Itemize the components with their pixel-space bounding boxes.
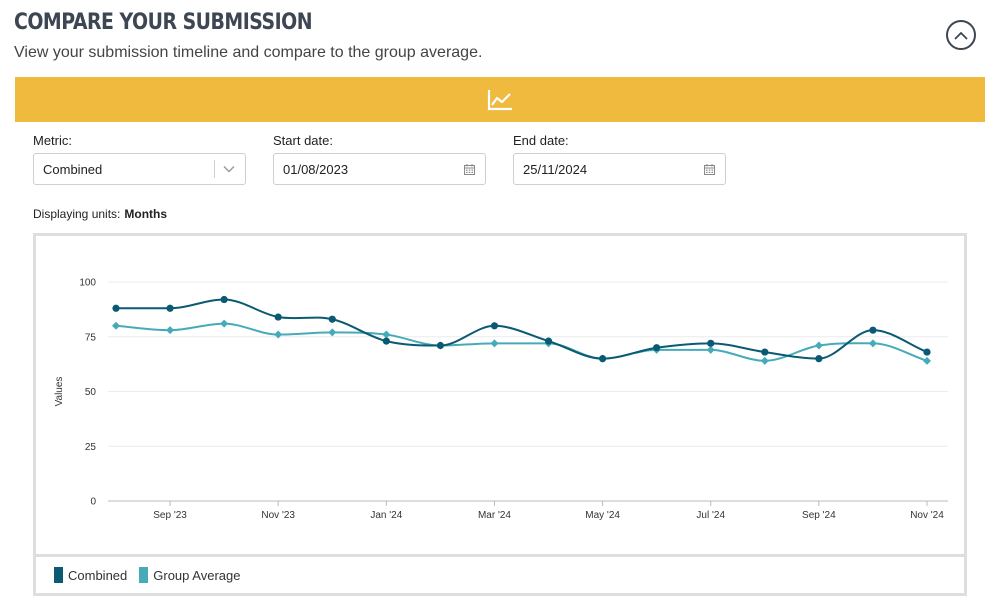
- x-tick-label: Sep '24: [802, 510, 836, 521]
- combined-data-point: [707, 339, 715, 347]
- display-units: Displaying units: Months: [33, 207, 167, 221]
- group-average-data-point: [382, 330, 391, 339]
- combined-data-point: [815, 355, 823, 363]
- legend-item-group-average[interactable]: Group Average: [139, 567, 240, 583]
- metric-select[interactable]: Combined: [33, 153, 246, 185]
- group-average-data-point: [760, 356, 769, 365]
- page-subtitle: View your submission timeline and compar…: [14, 44, 483, 61]
- legend-label: Combined: [68, 567, 128, 583]
- combined-data-point: [382, 337, 390, 345]
- group-average-data-point: [274, 330, 283, 339]
- x-tick-label: May '24: [585, 510, 620, 521]
- display-units-value: Months: [124, 207, 168, 221]
- x-tick-label: Nov '24: [910, 510, 944, 521]
- legend-swatch: [139, 567, 149, 583]
- page-title: COMPARE YOUR SUBMISSION: [14, 10, 313, 35]
- metric-select-value: Combined: [43, 161, 103, 177]
- combined-data-point: [544, 337, 553, 345]
- legend-label: Group Average: [153, 567, 241, 583]
- display-units-label: Displaying units:: [33, 207, 121, 221]
- y-tick-label: 25: [85, 442, 97, 453]
- group-average-data-point: [490, 339, 499, 348]
- group-average-series-line: [115, 322, 928, 362]
- end-date-input[interactable]: 25/11/2024: [513, 153, 726, 185]
- start-date-value: 01/08/2023: [283, 161, 349, 177]
- combined-data-point: [112, 304, 120, 312]
- combined-data-point: [869, 326, 877, 334]
- y-tick-label: 100: [79, 278, 96, 289]
- y-tick-label: 0: [90, 497, 96, 508]
- chevron-up-icon: [954, 31, 968, 40]
- group-average-data-point: [923, 356, 931, 365]
- combined-data-point: [274, 313, 282, 321]
- chart-banner: [15, 77, 985, 122]
- group-average-data-point: [706, 345, 715, 354]
- y-axis-title: Values: [54, 377, 65, 407]
- combined-data-point: [923, 348, 931, 356]
- start-date-label: Start date:: [273, 133, 333, 148]
- x-tick-label: Jan '24: [370, 510, 402, 521]
- x-tick-label: Nov '23: [261, 510, 295, 521]
- calendar-icon[interactable]: [464, 163, 475, 175]
- line-chart-icon: [487, 89, 512, 110]
- legend-swatch: [54, 567, 63, 583]
- start-date-input[interactable]: 01/08/2023: [273, 153, 486, 185]
- x-tick-label: Mar '24: [478, 510, 511, 521]
- combined-data-point: [220, 295, 228, 304]
- legend-divider: [36, 554, 964, 557]
- combined-data-point: [490, 322, 499, 330]
- combined-data-point: [166, 304, 174, 312]
- group-average-data-point: [814, 341, 823, 350]
- legend-item-combined[interactable]: Combined: [54, 567, 127, 583]
- line-chart: 0 25 50 75 100 Sep '23 Nov '23 Jan '24 Mar '24 Ma…: [54, 278, 948, 521]
- combined-data-point: [599, 355, 607, 363]
- group-average-data-point: [112, 321, 120, 330]
- y-tick-label: 75: [85, 332, 97, 343]
- group-average-data-point: [868, 339, 877, 348]
- end-date-value: 25/11/2024: [523, 161, 588, 177]
- chart-container: 0 25 50 75 100 Sep '23 Nov '23 Jan '24 Mar '24 Ma…: [33, 233, 967, 596]
- collapse-button[interactable]: [946, 20, 976, 50]
- group-average-data-point: [220, 319, 229, 328]
- chevron-down-icon[interactable]: [223, 165, 235, 173]
- x-tick-label: Jul '24: [696, 510, 725, 521]
- y-tick-label: 50: [85, 387, 97, 398]
- combined-data-point: [761, 348, 769, 356]
- x-tick-label: Sep '23: [153, 510, 187, 521]
- end-date-label: End date:: [513, 133, 569, 148]
- group-average-data-point: [328, 328, 337, 337]
- group-average-data-point: [166, 326, 175, 335]
- metric-label: Metric:: [33, 133, 72, 148]
- combined-data-point: [653, 344, 661, 352]
- combined-series-line: [116, 298, 928, 360]
- select-divider: [214, 160, 215, 178]
- combined-data-point: [436, 341, 444, 350]
- combined-data-point: [328, 315, 336, 323]
- calendar-icon[interactable]: [704, 163, 715, 175]
- chart-legend: Combined Group Average: [54, 567, 252, 583]
